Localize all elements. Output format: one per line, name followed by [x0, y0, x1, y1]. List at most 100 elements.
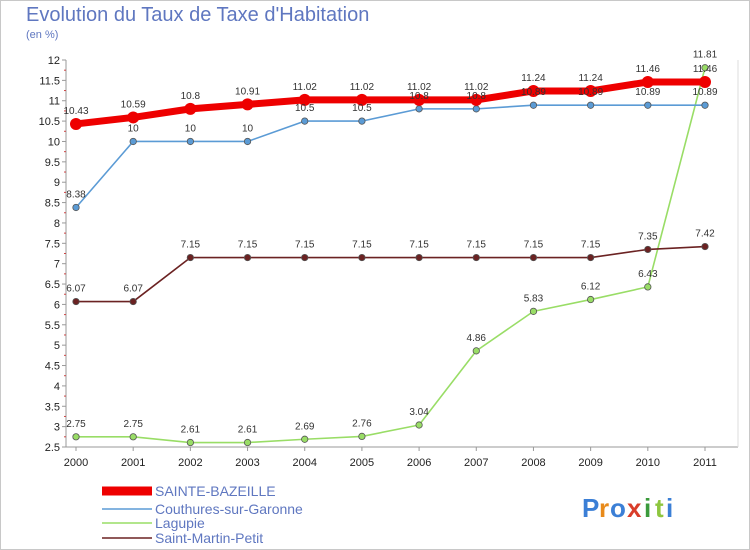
data-point [72, 297, 80, 306]
y-tick-label: 9 [54, 177, 60, 189]
y-tick-label: 6.5 [45, 279, 60, 291]
data-label: 10.91 [235, 86, 260, 97]
logo-letter: P [582, 493, 599, 523]
x-tick-label: 2006 [407, 457, 431, 469]
data-point [644, 283, 652, 291]
data-point [72, 203, 80, 212]
data-label: 2.61 [238, 425, 258, 436]
data-point [301, 253, 309, 262]
data-point [472, 105, 480, 113]
data-label: 7.15 [409, 240, 429, 251]
chart-series [70, 64, 711, 447]
data-point [184, 102, 197, 115]
data-point [129, 297, 137, 306]
data-point [72, 433, 80, 441]
x-tick-label: 2004 [292, 457, 316, 469]
data-label: 10.43 [63, 106, 88, 117]
logo-letter: t [655, 493, 664, 523]
data-label: 10 [185, 123, 197, 134]
data-label: 11.81 [693, 50, 718, 61]
data-point [470, 93, 483, 106]
data-label: 7.35 [638, 231, 658, 242]
y-tick-label: 3.5 [45, 401, 60, 413]
y-tick-label: 11 [49, 96, 60, 108]
data-label: 3.04 [409, 407, 429, 418]
data-point [701, 242, 709, 251]
data-label: 10.8 [409, 91, 429, 102]
legend-label: Saint-Martin-Petit [155, 530, 263, 546]
series-line-2 [76, 67, 706, 444]
y-tick-label: 5 [54, 340, 60, 352]
data-point [358, 432, 366, 441]
data-point [129, 433, 137, 441]
series-line-3 [76, 245, 706, 303]
data-point [584, 84, 597, 97]
data-point [355, 93, 368, 106]
data-label: 2.61 [181, 425, 201, 436]
data-label: 11.02 [464, 82, 489, 93]
logo-letter: r [599, 493, 609, 523]
logo-letter: i [666, 493, 673, 523]
data-label: 7.15 [581, 240, 601, 251]
data-point [243, 253, 252, 262]
data-point [70, 117, 82, 130]
series-line-0 [75, 78, 705, 128]
data-label: 5.83 [524, 293, 544, 304]
data-point [298, 93, 311, 106]
data-label: 10.89 [521, 87, 546, 98]
y-tick-label: 9.5 [45, 157, 60, 169]
chart-subtitle: (en %) [26, 29, 59, 41]
data-label: 4.86 [467, 333, 487, 344]
chart-axes: 2.533.544.555.566.577.588.599.51010.5111… [39, 55, 739, 469]
data-label: 7.15 [467, 240, 487, 251]
data-point [243, 438, 252, 447]
data-point [644, 245, 652, 254]
x-tick-label: 2001 [121, 457, 145, 469]
legend-label: Couthures-sur-Garonne [155, 501, 303, 517]
data-point [641, 75, 654, 88]
data-point [529, 253, 538, 262]
data-point [186, 438, 194, 447]
data-label: 7.15 [524, 240, 544, 251]
x-tick-label: 2003 [235, 457, 259, 469]
data-label: 7.15 [295, 240, 315, 251]
legend-label: SAINTE-BAZEILLE [155, 483, 276, 499]
data-label: 6.12 [581, 282, 601, 293]
data-label: 10.5 [352, 103, 372, 114]
x-tick-label: 2008 [521, 457, 545, 469]
data-point [358, 253, 366, 262]
data-label: 7.42 [695, 229, 715, 240]
data-point [529, 307, 538, 315]
data-point [587, 295, 595, 304]
data-point [699, 75, 711, 88]
data-label: 10 [242, 123, 254, 134]
x-tick-label: 2007 [464, 457, 488, 469]
logo-letter: o [610, 493, 626, 523]
logo-letter: i [644, 493, 651, 523]
chart-legend: SAINTE-BAZEILLE Couthures-sur-GaronneLagu… [102, 483, 303, 546]
data-point [415, 105, 423, 113]
y-tick-label: 10.5 [39, 116, 60, 128]
y-tick-label: 8 [54, 218, 60, 230]
data-label: 2.75 [66, 419, 86, 430]
data-label: 8.38 [66, 189, 86, 200]
data-label: 6.43 [638, 269, 658, 280]
data-label: 6.07 [123, 284, 143, 295]
legend-label: Lagupie [155, 515, 205, 531]
data-label: 2.75 [123, 419, 143, 430]
data-point [301, 435, 309, 443]
x-tick-label: 2005 [350, 457, 374, 469]
chart-title: Evolution du Taux de Taxe d'Habitation [26, 4, 370, 26]
y-tick-label: 7.5 [45, 238, 60, 250]
data-point [413, 93, 426, 106]
data-label: 10.5 [295, 103, 315, 114]
y-tick-label: 12 [48, 55, 60, 67]
data-label: 11.02 [293, 82, 318, 93]
data-label: 10.89 [692, 87, 717, 98]
data-point [415, 421, 423, 429]
y-tick-label: 11.5 [39, 75, 60, 87]
x-tick-label: 2011 [693, 457, 717, 469]
